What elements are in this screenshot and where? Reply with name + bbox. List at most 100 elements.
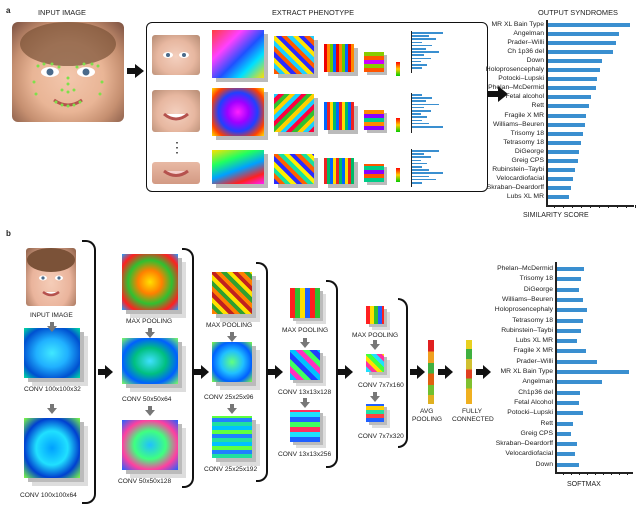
syndrome-label: Fragile X MR <box>513 347 553 355</box>
score-bar <box>557 287 579 292</box>
x-axis-line <box>555 472 633 474</box>
mini-histogram-bar <box>412 116 427 118</box>
feature-map <box>364 164 384 182</box>
score-bar <box>557 462 579 467</box>
syndrome-label: Holoprosencephaly <box>494 306 553 314</box>
extract-phenotype-title: EXTRACT PHENOTYPE <box>272 8 354 17</box>
mini-histogram-bar <box>412 38 436 40</box>
panel-a-letter: a <box>6 6 11 15</box>
mini-histogram-bar <box>412 178 436 181</box>
conv-3b-map <box>212 416 252 458</box>
mini-histogram-bar <box>412 126 443 128</box>
syndrome-label: Angelman <box>513 30 544 38</box>
down-arrow-icon <box>47 322 57 332</box>
score-bar <box>548 68 600 73</box>
score-bar <box>548 50 613 55</box>
x-axis-tick <box>617 205 618 208</box>
x-axis-tick <box>611 472 612 475</box>
conv-1a-map <box>24 328 80 378</box>
score-bar <box>557 380 602 385</box>
feature-vector <box>396 168 400 182</box>
feature-map <box>212 150 264 184</box>
x-axis-tick <box>626 205 627 208</box>
avg-pooling-label-1: AVG <box>420 408 434 415</box>
arrow-block-4 <box>338 365 353 379</box>
score-bar <box>557 328 581 333</box>
score-bar <box>557 267 584 271</box>
down-arrow-icon <box>370 392 380 402</box>
syndrome-label: Ch 1p36 del <box>507 48 544 56</box>
x-axis-tick <box>627 472 628 475</box>
feature-map <box>274 94 314 132</box>
down-arrow-icon <box>300 338 310 348</box>
mini-histogram-bar <box>412 166 422 168</box>
mini-histogram-bar <box>412 150 439 152</box>
x-axis-tick <box>635 205 636 208</box>
x-axis-tick <box>554 205 555 208</box>
mini-histogram-bar <box>412 44 432 47</box>
y-axis-line <box>555 262 557 472</box>
score-bar <box>548 113 586 118</box>
mini-histogram-bar <box>412 106 424 109</box>
syndrome-label: MR XL Bain Type <box>491 21 544 28</box>
syndrome-label: Trisomy 18 <box>510 129 544 137</box>
syndrome-label: Skraban–Deardorff <box>486 183 544 191</box>
syndrome-label: Ch1p36 del <box>518 388 553 396</box>
syndrome-label: Prader–Willi <box>516 357 553 365</box>
syndrome-label: Angelman <box>522 378 553 386</box>
feature-map <box>212 88 264 136</box>
conv-1a-label: CONV 100x100x32 <box>24 386 81 393</box>
input-image-b-label: INPUT IMAGE <box>30 312 73 319</box>
mini-histogram-axis <box>411 149 412 187</box>
output-syndromes-title: OUTPUT SYNDROMES <box>538 8 618 17</box>
conv-3a-label: CONV 25x25x96 <box>204 394 254 401</box>
mini-histogram-bar <box>412 94 422 96</box>
mini-histogram-bar <box>412 119 422 122</box>
syndrome-label: Fragile X MR <box>504 111 544 119</box>
feature-map <box>274 36 314 74</box>
x-axis-tick <box>563 205 564 208</box>
face-crop-3 <box>152 162 200 184</box>
score-bar <box>548 176 573 181</box>
mini-histogram-bar <box>412 103 439 106</box>
syndrome-label: DiGeorge <box>523 285 553 293</box>
x-axis-tick <box>608 205 609 208</box>
mini-histogram-bar <box>412 97 432 99</box>
conv-5b-map <box>366 404 384 422</box>
conv-2a-label: CONV 50x50x64 <box>122 396 172 403</box>
feature-map <box>324 158 354 184</box>
conv-2b-label: CONV 50x50x128 <box>118 478 172 485</box>
arrow-block-2 <box>194 365 209 379</box>
syndrome-label: Williams–Beuren <box>493 120 544 128</box>
mini-histogram-bar <box>412 175 429 178</box>
syndrome-label: Velocardiofacial <box>496 174 544 182</box>
feature-map <box>274 154 314 184</box>
score-bar <box>548 140 581 145</box>
score-bar <box>548 131 583 136</box>
mini-histogram-bar <box>412 153 424 155</box>
syndrome-label: Fetal alcohol <box>505 93 544 101</box>
x-axis-tick <box>599 205 600 208</box>
x-axis-tick <box>563 472 564 475</box>
syndrome-label: Williams–Beuren <box>502 295 553 303</box>
max-pool-1-label: MAX POOLING <box>126 318 173 325</box>
mini-histogram-bar <box>412 54 424 56</box>
syndrome-label: DiGeorge <box>514 147 544 155</box>
arrow-to-extract <box>127 64 144 78</box>
score-bar <box>548 122 585 127</box>
syndrome-label: Rett <box>531 102 544 110</box>
mini-histogram-bar <box>412 172 443 174</box>
syndrome-label: Fetal Alcohol <box>514 398 553 406</box>
arrow-block-1 <box>98 365 113 379</box>
score-bar <box>548 167 575 172</box>
score-bar <box>557 349 586 354</box>
arrow-to-fc <box>438 365 453 379</box>
x-axis-tick <box>619 472 620 475</box>
syndrome-label: Holoprosencephaly <box>485 66 544 74</box>
syndrome-label: Down <box>535 460 553 468</box>
score-bar <box>557 390 580 395</box>
fully-connected-label-1: FULLY <box>462 408 483 415</box>
score-bar <box>557 297 583 302</box>
input-face-b <box>26 248 76 306</box>
max-pool-1-map <box>122 254 178 310</box>
